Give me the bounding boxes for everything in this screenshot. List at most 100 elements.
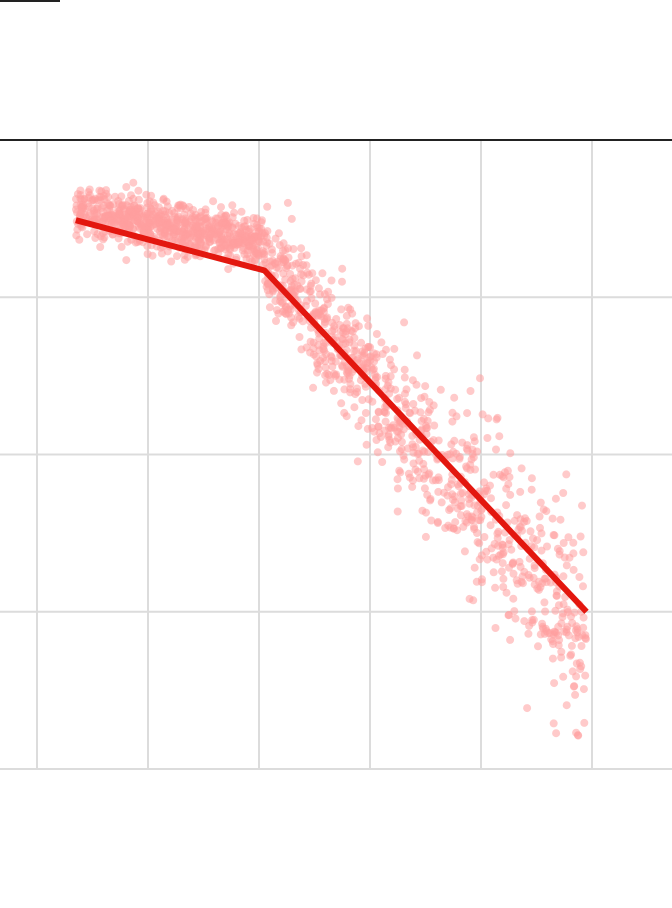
scatter-point bbox=[460, 547, 469, 556]
scatter-point bbox=[358, 347, 367, 356]
scatter-point bbox=[572, 728, 581, 737]
scatter-point bbox=[371, 415, 380, 424]
scatter-point bbox=[514, 525, 523, 534]
scatter-point bbox=[557, 647, 566, 656]
scatter-point bbox=[107, 216, 116, 225]
scatter-point bbox=[393, 475, 402, 484]
scatter-point bbox=[143, 250, 152, 258]
scatter-point bbox=[443, 491, 452, 500]
scatter-point bbox=[228, 201, 237, 210]
scatter-point bbox=[491, 624, 500, 632]
scatter-point bbox=[579, 582, 587, 591]
scatter-point bbox=[569, 538, 578, 547]
scatter-point bbox=[458, 489, 467, 497]
scatter-point bbox=[345, 338, 354, 347]
scatter-point bbox=[314, 284, 323, 293]
scatter-point bbox=[540, 598, 549, 607]
scatter-point bbox=[328, 362, 337, 371]
scatter-point bbox=[374, 408, 383, 417]
scatter-point bbox=[493, 534, 502, 543]
scatter-point bbox=[581, 671, 590, 680]
scatter-point bbox=[315, 334, 324, 343]
scatter-point bbox=[226, 245, 235, 254]
scatter-point bbox=[477, 551, 486, 560]
scatter-point bbox=[180, 251, 189, 260]
scatter-point bbox=[228, 236, 237, 245]
scatter-point bbox=[340, 408, 349, 417]
scatter-point bbox=[578, 501, 586, 510]
scatter-point bbox=[421, 382, 430, 391]
scatter-point bbox=[105, 201, 114, 210]
scatter-point bbox=[96, 243, 105, 251]
scatter-point bbox=[576, 532, 585, 541]
scatter-point bbox=[199, 229, 208, 238]
scatter-point bbox=[283, 262, 292, 271]
scatter-point bbox=[99, 201, 108, 210]
scatter-point bbox=[451, 518, 460, 527]
scatter-point bbox=[314, 364, 323, 373]
scatter-point bbox=[578, 631, 587, 640]
scatter-point bbox=[571, 690, 580, 699]
scatter-point bbox=[415, 474, 424, 483]
scatter-point bbox=[536, 630, 545, 639]
scatter-point bbox=[338, 264, 347, 273]
scatter-point bbox=[499, 574, 508, 583]
scatter-point bbox=[486, 521, 495, 530]
scatter-point bbox=[472, 577, 481, 586]
scatter-point bbox=[373, 448, 382, 457]
scatter-point bbox=[434, 473, 443, 482]
scatter-point bbox=[550, 679, 559, 688]
scatter-point bbox=[403, 444, 412, 453]
scatter-point bbox=[579, 685, 588, 694]
scatter-point bbox=[294, 258, 303, 267]
scatter-point bbox=[122, 183, 131, 191]
scatter-point bbox=[473, 529, 481, 537]
scatter-point bbox=[84, 193, 93, 202]
scatter-point bbox=[210, 246, 218, 255]
scatter-point bbox=[353, 457, 362, 466]
scatter-point bbox=[324, 371, 333, 379]
scatter-point bbox=[281, 275, 290, 284]
scatter-point bbox=[523, 704, 532, 713]
scatter-point bbox=[563, 608, 572, 617]
scatter-point bbox=[447, 480, 456, 489]
scatter-point bbox=[346, 305, 355, 314]
scatter-point bbox=[338, 335, 347, 344]
scatter-point bbox=[134, 186, 143, 195]
scatter-point bbox=[556, 515, 565, 524]
scatter-point bbox=[267, 245, 276, 254]
scatter-point bbox=[548, 514, 557, 523]
scatter-point bbox=[421, 532, 430, 541]
trend-line bbox=[75, 217, 589, 614]
scatter-point bbox=[483, 434, 492, 442]
scatter-point bbox=[491, 583, 500, 592]
scatter-point bbox=[560, 553, 569, 562]
scatter-point bbox=[147, 205, 156, 214]
scatter-point bbox=[339, 328, 348, 337]
scatter-point bbox=[416, 408, 425, 417]
scatter-point bbox=[465, 495, 474, 503]
scatter-point bbox=[240, 250, 249, 259]
scatter-point bbox=[525, 621, 534, 630]
scatter-point bbox=[571, 626, 580, 635]
scatter-point bbox=[557, 653, 566, 662]
scatter-point bbox=[358, 396, 367, 404]
scatter-point bbox=[363, 314, 372, 323]
scatter-point bbox=[366, 343, 375, 352]
scatter-point bbox=[504, 540, 513, 549]
scatter-point bbox=[209, 197, 218, 206]
scatter-point bbox=[489, 553, 498, 562]
scatter-point bbox=[517, 577, 526, 586]
scatter-point bbox=[374, 422, 383, 431]
scatter-point bbox=[411, 443, 420, 451]
scatter-point bbox=[384, 432, 393, 441]
scatter-point bbox=[405, 473, 414, 482]
scatter-point bbox=[400, 397, 409, 406]
scatter-point bbox=[346, 385, 355, 394]
scatter-point bbox=[557, 619, 566, 628]
scatter-point bbox=[462, 510, 471, 519]
scatter-point bbox=[274, 229, 283, 238]
scatter-point bbox=[368, 365, 377, 374]
scatter-point bbox=[370, 349, 378, 358]
scatter-point bbox=[412, 380, 421, 389]
